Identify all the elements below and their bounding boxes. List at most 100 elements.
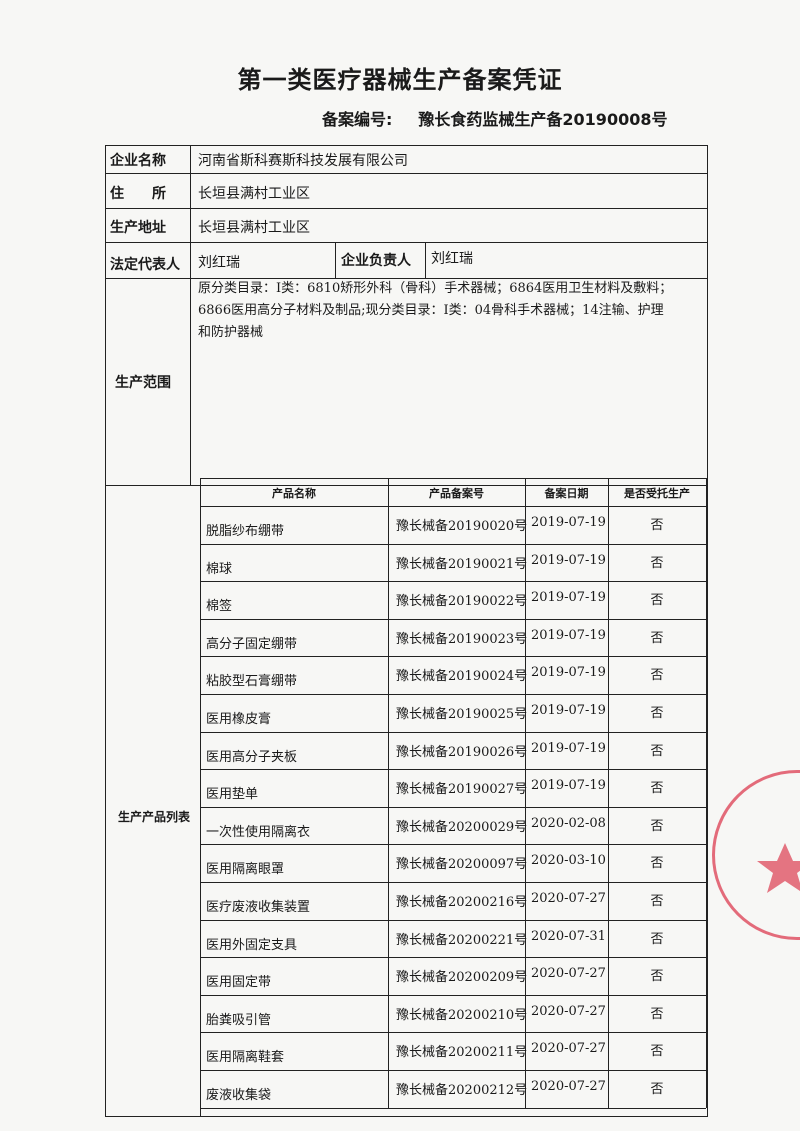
product-entrusted: 否	[650, 1006, 664, 1022]
company-label: 企业名称	[110, 153, 166, 169]
company-head-value: 刘红瑞	[431, 251, 473, 267]
row-divider	[200, 731, 706, 733]
product-name: 一次性使用隔离衣	[206, 824, 311, 840]
product-entrusted: 否	[650, 555, 664, 571]
scope-line: 和防护器械	[198, 325, 264, 340]
product-date: 2020-02-08	[531, 815, 606, 831]
column-divider	[525, 478, 526, 1108]
company-value: 河南省斯科赛斯科技发展有限公司	[198, 153, 408, 169]
product-date: 2019-07-19	[531, 590, 606, 606]
seal-star-icon	[757, 843, 800, 893]
row-divider	[200, 844, 706, 846]
product-reg-no: 豫长械备20200029号	[396, 819, 528, 835]
row-divider	[200, 769, 706, 771]
product-name: 胎粪吸引管	[206, 1012, 272, 1028]
product-date: 2019-07-19	[531, 740, 606, 756]
product-reg-no: 豫长械备20200221号	[396, 932, 528, 948]
row-divider	[200, 581, 706, 583]
product-reg-no: 豫长械备20200211号	[396, 1045, 528, 1061]
address-value: 长垣县满村工业区	[198, 186, 310, 202]
product-date: 2019-07-19	[531, 665, 606, 681]
product-reg-no: 豫长械备20200216号	[396, 895, 528, 910]
product-name: 医用外固定支具	[206, 937, 298, 953]
product-entrusted: 否	[650, 818, 664, 834]
row-divider	[200, 694, 706, 695]
product-date: 2019-07-19	[531, 552, 606, 568]
product-reg-no: 豫长械备20190023号	[396, 631, 528, 647]
product-reg-no: 豫长械备20190027号	[396, 782, 528, 798]
row-divider	[200, 1070, 706, 1071]
product-reg-no: 豫长械备20190022号	[396, 594, 528, 610]
product-entrusted: 否	[650, 518, 664, 533]
product-date: 2020-07-27	[531, 1079, 606, 1094]
product-name: 医用高分子夹板	[206, 749, 298, 765]
product-entrusted: 否	[650, 630, 664, 646]
product-name: 棉球	[206, 561, 233, 577]
column-divider	[200, 478, 201, 1108]
registration-label: 备案编号:	[322, 110, 393, 129]
product-reg-no: 豫长械备20200097号	[396, 857, 528, 873]
product-date: 2020-07-27	[531, 1003, 606, 1019]
scope-text: 原分类目录：Ⅰ类：6810矫形外科（骨科）手术器械；6864医用卫生材料及敷料；…	[198, 278, 706, 344]
product-name: 废液收集袋	[206, 1088, 272, 1103]
product-date: 2019-07-19	[531, 703, 606, 718]
product-name: 棉签	[206, 599, 233, 615]
product-name: 医用橡皮膏	[206, 712, 272, 727]
column-header: 产品名称	[272, 487, 316, 500]
production-address-value: 长垣县满村工业区	[198, 220, 310, 236]
product-reg-no: 豫长械备20190026号	[396, 744, 528, 760]
row-divider	[200, 919, 706, 921]
production-address-label: 生产地址	[110, 220, 166, 236]
column-header: 产品备案号	[429, 487, 484, 500]
column-divider	[388, 478, 389, 1108]
row-divider	[200, 994, 706, 996]
official-seal	[712, 770, 800, 940]
product-entrusted: 否	[650, 931, 664, 947]
legal-rep-value: 刘红瑞	[198, 255, 240, 271]
column-divider	[706, 478, 707, 1108]
scope-line: 6866医用高分子材料及制品;现分类目录：Ⅰ类：04骨科手术器械；14注输、护理	[198, 303, 664, 318]
product-entrusted: 否	[650, 894, 664, 909]
product-reg-no: 豫长械备20200212号	[396, 1083, 528, 1098]
scope-line: 原分类目录：Ⅰ类：6810矫形外科（骨科）手术器械；6864医用卫生材料及敷料；	[198, 281, 673, 296]
product-entrusted: 否	[650, 1082, 664, 1097]
product-name: 医疗废液收集装置	[206, 900, 311, 915]
product-reg-no: 豫长械备20190025号	[396, 707, 528, 722]
product-date: 2020-07-27	[531, 1041, 606, 1057]
product-entrusted: 否	[650, 856, 664, 872]
product-reg-no: 豫长械备20200209号	[396, 970, 528, 986]
product-entrusted: 否	[650, 781, 664, 797]
product-name: 医用隔离鞋套	[206, 1050, 285, 1066]
product-entrusted: 否	[650, 1044, 664, 1060]
row-divider	[200, 618, 706, 620]
product-reg-no: 豫长械备20190020号	[396, 519, 528, 534]
product-date: 2019-07-19	[531, 627, 606, 643]
product-name: 高分子固定绷带	[206, 636, 298, 652]
product-reg-no: 豫长械备20190024号	[396, 669, 528, 685]
product-date: 2020-07-31	[531, 928, 606, 944]
column-divider	[608, 478, 609, 1108]
product-reg-no: 豫长械备20200210号	[396, 1007, 528, 1023]
row-divider	[200, 543, 706, 545]
registration-number: 备案编号: 豫长食药监械生产备20190008号	[322, 106, 693, 130]
document-title: 第一类医疗器械生产备案凭证	[237, 66, 563, 94]
row-divider	[200, 506, 706, 507]
row-divider	[200, 882, 706, 883]
address-label: 住 所	[110, 186, 166, 202]
row-divider	[200, 1107, 706, 1109]
product-date: 2020-03-10	[531, 853, 606, 869]
product-entrusted: 否	[650, 593, 664, 609]
company-head-label: 企业负责人	[341, 253, 411, 269]
product-date: 2019-07-19	[531, 515, 606, 530]
products-label: 生产产品列表	[118, 810, 191, 824]
product-reg-no: 豫长械备20190021号	[396, 556, 528, 572]
product-entrusted: 否	[650, 668, 664, 684]
product-entrusted: 否	[650, 969, 664, 985]
product-date: 2020-07-27	[531, 966, 606, 982]
product-name: 粘胶型石膏绷带	[206, 674, 298, 690]
row-divider	[200, 656, 706, 658]
product-entrusted: 否	[650, 706, 664, 721]
registration-value: 豫长食药监械生产备20190008号	[418, 110, 668, 129]
product-name: 脱脂纱布绷带	[206, 524, 285, 539]
